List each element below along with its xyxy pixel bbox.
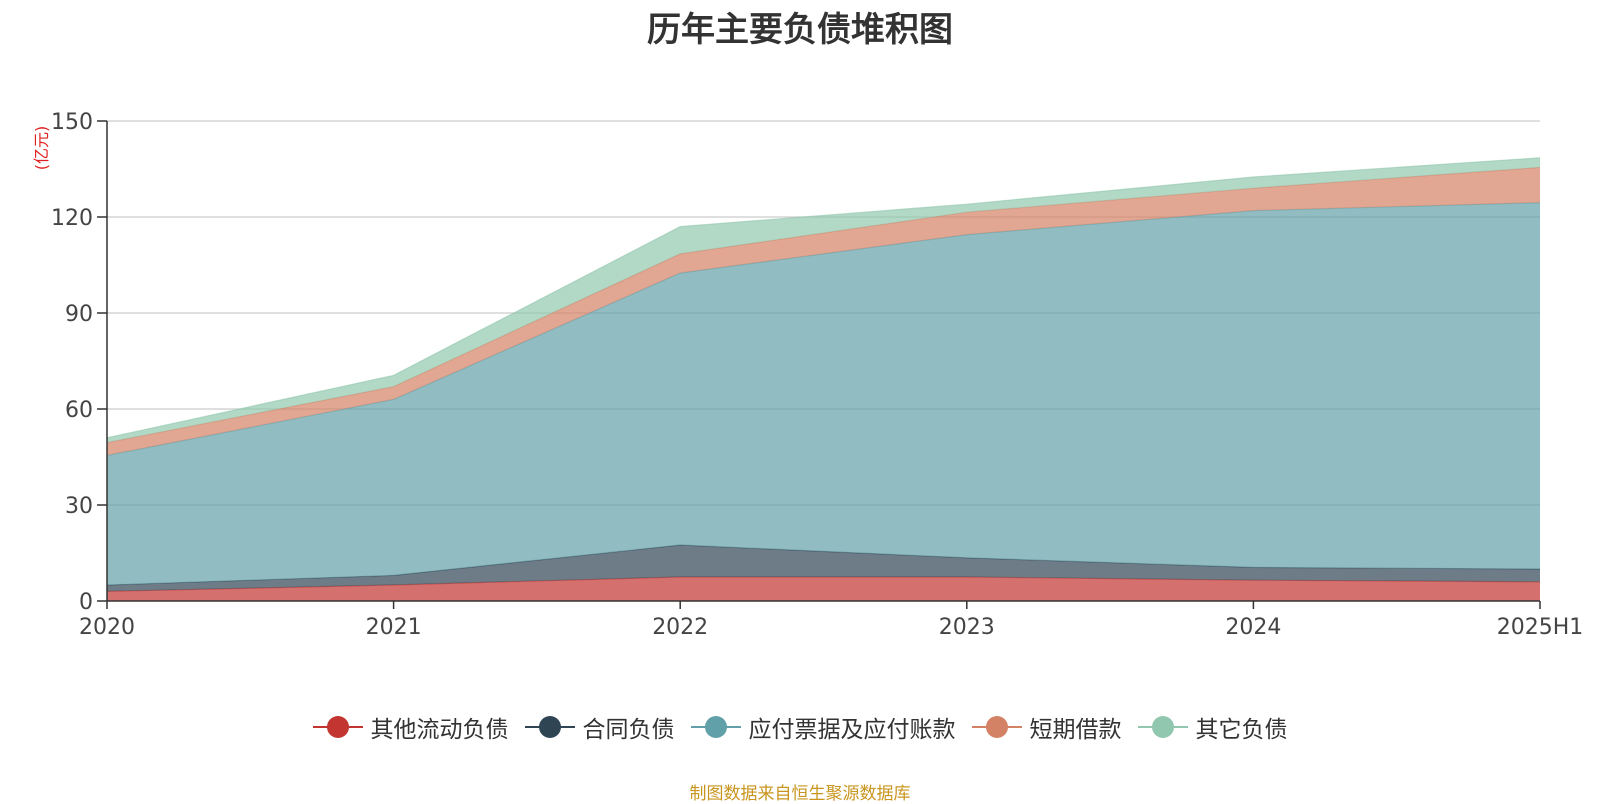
legend-marker-icon [524, 714, 575, 740]
legend-item[interactable]: 应付票据及应付账款 [690, 710, 956, 744]
area-series-4 [107, 157, 1540, 443]
area-series-0 [107, 577, 1540, 601]
legend-marker-icon [690, 714, 741, 740]
legend: 其他流动负债 合同负债 应付票据及应付账款 短期借款 其它负债 [0, 710, 1600, 744]
legend-item[interactable]: 其他流动负债 [312, 710, 509, 744]
legend-label: 短期借款 [1029, 717, 1122, 743]
legend-item[interactable]: 短期借款 [971, 710, 1122, 744]
x-tick-label: 2020 [79, 615, 135, 640]
x-tick-label: 2025H1 [1497, 615, 1584, 640]
y-tick-label: 120 [51, 206, 93, 231]
y-tick-label: 90 [65, 302, 93, 327]
x-tick-label: 2023 [939, 615, 995, 640]
legend-item[interactable]: 其它负债 [1137, 710, 1288, 744]
legend-label: 其它负债 [1195, 717, 1288, 743]
y-tick-label: 0 [79, 590, 93, 615]
legend-label: 应付票据及应付账款 [748, 717, 956, 743]
area-series-1 [107, 545, 1540, 592]
y-tick-label: 60 [65, 398, 93, 423]
area-series-2 [107, 202, 1540, 585]
x-tick-label: 2024 [1225, 615, 1281, 640]
legend-marker-icon [1137, 714, 1188, 740]
legend-label: 其他流动负债 [370, 717, 509, 743]
series-areas [106, 157, 1541, 601]
legend-item[interactable]: 合同负债 [524, 710, 675, 744]
chart-title: 历年主要负债堆积图 [647, 10, 953, 50]
y-tick-label: 30 [65, 494, 93, 519]
data-source-note: 制图数据来自恒生聚源数据库 [689, 784, 911, 804]
x-tick-label: 2021 [366, 615, 422, 640]
axes: 0 30 60 90 120 150 2020 2021 2022 2023 2024 2025H1 [51, 110, 1583, 640]
legend-label: 合同负债 [582, 717, 675, 743]
legend-marker-icon [312, 714, 363, 740]
legend-marker-icon [971, 714, 1022, 740]
area-series-3 [107, 167, 1540, 456]
x-tick-label: 2022 [652, 615, 708, 640]
line-series-4 [106, 157, 1541, 439]
y-tick-label: 150 [51, 110, 93, 135]
